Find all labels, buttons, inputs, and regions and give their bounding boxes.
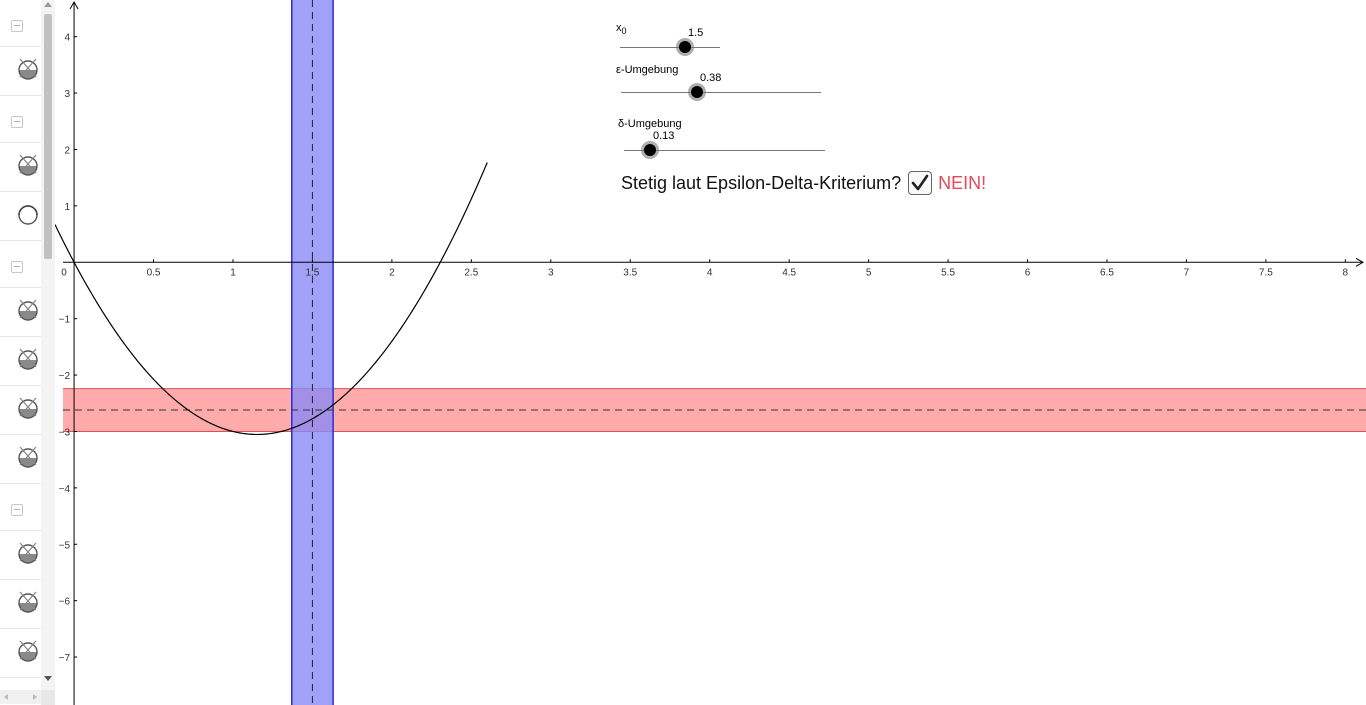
visibility-off-icon[interactable]: [14, 394, 41, 422]
slider-x0-value: 1.5: [688, 27, 704, 39]
x-tick-label: 2.5: [464, 267, 478, 278]
algebra-group-header[interactable]: [0, 0, 41, 47]
visibility-off-icon[interactable]: [14, 588, 41, 616]
question-label: Stetig laut Epsilon-Delta-Kriterium?: [621, 172, 902, 193]
scroll-down-arrow-icon[interactable]: [44, 676, 52, 681]
x-tick-label: 5.5: [941, 267, 955, 278]
algebra-group-header[interactable]: [0, 96, 41, 143]
y-tick-label: 1: [65, 202, 71, 213]
algebra-item[interactable]: [0, 192, 41, 241]
x-tick-label: 3: [548, 267, 554, 278]
x-tick-label: 6: [1025, 267, 1031, 278]
visibility-off-icon[interactable]: [14, 443, 41, 471]
visibility-off-icon[interactable]: [14, 637, 41, 665]
visibility-on-icon[interactable]: [14, 200, 41, 228]
y-tick-label: 2: [65, 145, 71, 156]
collapse-minus-icon[interactable]: [11, 504, 23, 516]
y-tick-label: 4: [65, 33, 71, 44]
y-tick-label: −7: [59, 653, 71, 664]
algebra-item[interactable]: [0, 435, 41, 484]
slider-delta-label: δ-Umgebung: [618, 118, 682, 130]
visibility-off-icon[interactable]: [14, 151, 41, 179]
x-tick-label: 4.5: [782, 267, 796, 278]
algebra-item[interactable]: [0, 629, 41, 678]
collapse-minus-icon[interactable]: [11, 261, 23, 273]
algebra-item[interactable]: [0, 580, 41, 629]
algebra-panel: [0, 0, 55, 705]
x-tick-label: 6.5: [1100, 267, 1114, 278]
slider-delta-track[interactable]: [624, 150, 825, 151]
vertical-scroll-thumb[interactable]: [44, 14, 52, 259]
horizontal-scrollbar[interactable]: [0, 690, 41, 704]
x-tick-label: 1.5: [305, 267, 319, 278]
vertical-scrollbar[interactable]: [41, 0, 55, 690]
algebra-item[interactable]: [0, 143, 41, 192]
x-tick-label: 0: [61, 267, 67, 278]
scroll-left-arrow-icon[interactable]: [4, 694, 8, 700]
x-tick-label: 8: [1343, 267, 1349, 278]
collapse-minus-icon[interactable]: [11, 20, 23, 32]
scrollbar-corner: [41, 690, 55, 705]
algebra-item[interactable]: [0, 337, 41, 386]
collapse-minus-icon[interactable]: [11, 116, 23, 128]
algebra-list: [0, 0, 41, 690]
slider-x0-track[interactable]: [620, 47, 720, 48]
slider-epsilon-value: 0.38: [700, 72, 722, 84]
y-tick-label: 3: [65, 89, 71, 100]
visibility-off-icon[interactable]: [14, 296, 41, 324]
x-tick-label: 2: [389, 267, 395, 278]
y-tick-label: −5: [59, 540, 71, 551]
slider-x0-label: x0: [616, 22, 627, 37]
continuity-checkbox[interactable]: [908, 171, 933, 195]
slider-delta-value: 0.13: [653, 130, 675, 142]
slider-epsilon-track[interactable]: [621, 92, 821, 93]
x-tick-label: 4: [707, 267, 713, 278]
y-tick-label: −1: [59, 315, 71, 326]
x-tick-label: 7.5: [1259, 267, 1273, 278]
visibility-off-icon[interactable]: [14, 55, 41, 83]
algebra-group-header[interactable]: [0, 484, 41, 531]
x-tick-label: 3.5: [623, 267, 637, 278]
y-tick-label: −2: [59, 371, 71, 382]
x-tick-label: 5: [866, 267, 872, 278]
slider-delta-knob[interactable]: [644, 144, 656, 156]
algebra-item[interactable]: [0, 47, 41, 96]
algebra-item[interactable]: [0, 288, 41, 337]
x-tick-label: 1: [230, 267, 236, 278]
slider-epsilon-label: ε-Umgebung: [616, 64, 679, 76]
slider-x0-knob[interactable]: [679, 41, 691, 53]
y-axis-arrow-icon: [69, 0, 79, 10]
algebra-group-header[interactable]: [0, 241, 41, 288]
answer-text: NEIN!: [938, 172, 987, 193]
function-curve: [54, 162, 488, 436]
visibility-off-icon[interactable]: [14, 539, 41, 567]
checkmark-icon: [911, 174, 929, 191]
x-tick-label: 7: [1184, 267, 1190, 278]
y-tick-label: −3: [59, 427, 71, 438]
y-tick-label: −4: [59, 484, 71, 495]
x-axis-arrow-icon: [1355, 257, 1365, 267]
algebra-item[interactable]: [0, 386, 41, 435]
y-tick-label: −6: [59, 597, 71, 608]
scroll-right-arrow-icon[interactable]: [33, 694, 37, 700]
algebra-item[interactable]: [0, 531, 41, 580]
visibility-off-icon[interactable]: [14, 345, 41, 373]
continuity-question: Stetig laut Epsilon-Delta-Kriterium? NEI…: [621, 169, 986, 197]
x-tick-label: 0.5: [147, 267, 161, 278]
slider-epsilon-knob[interactable]: [691, 86, 703, 98]
scroll-up-arrow-icon[interactable]: [44, 2, 52, 7]
